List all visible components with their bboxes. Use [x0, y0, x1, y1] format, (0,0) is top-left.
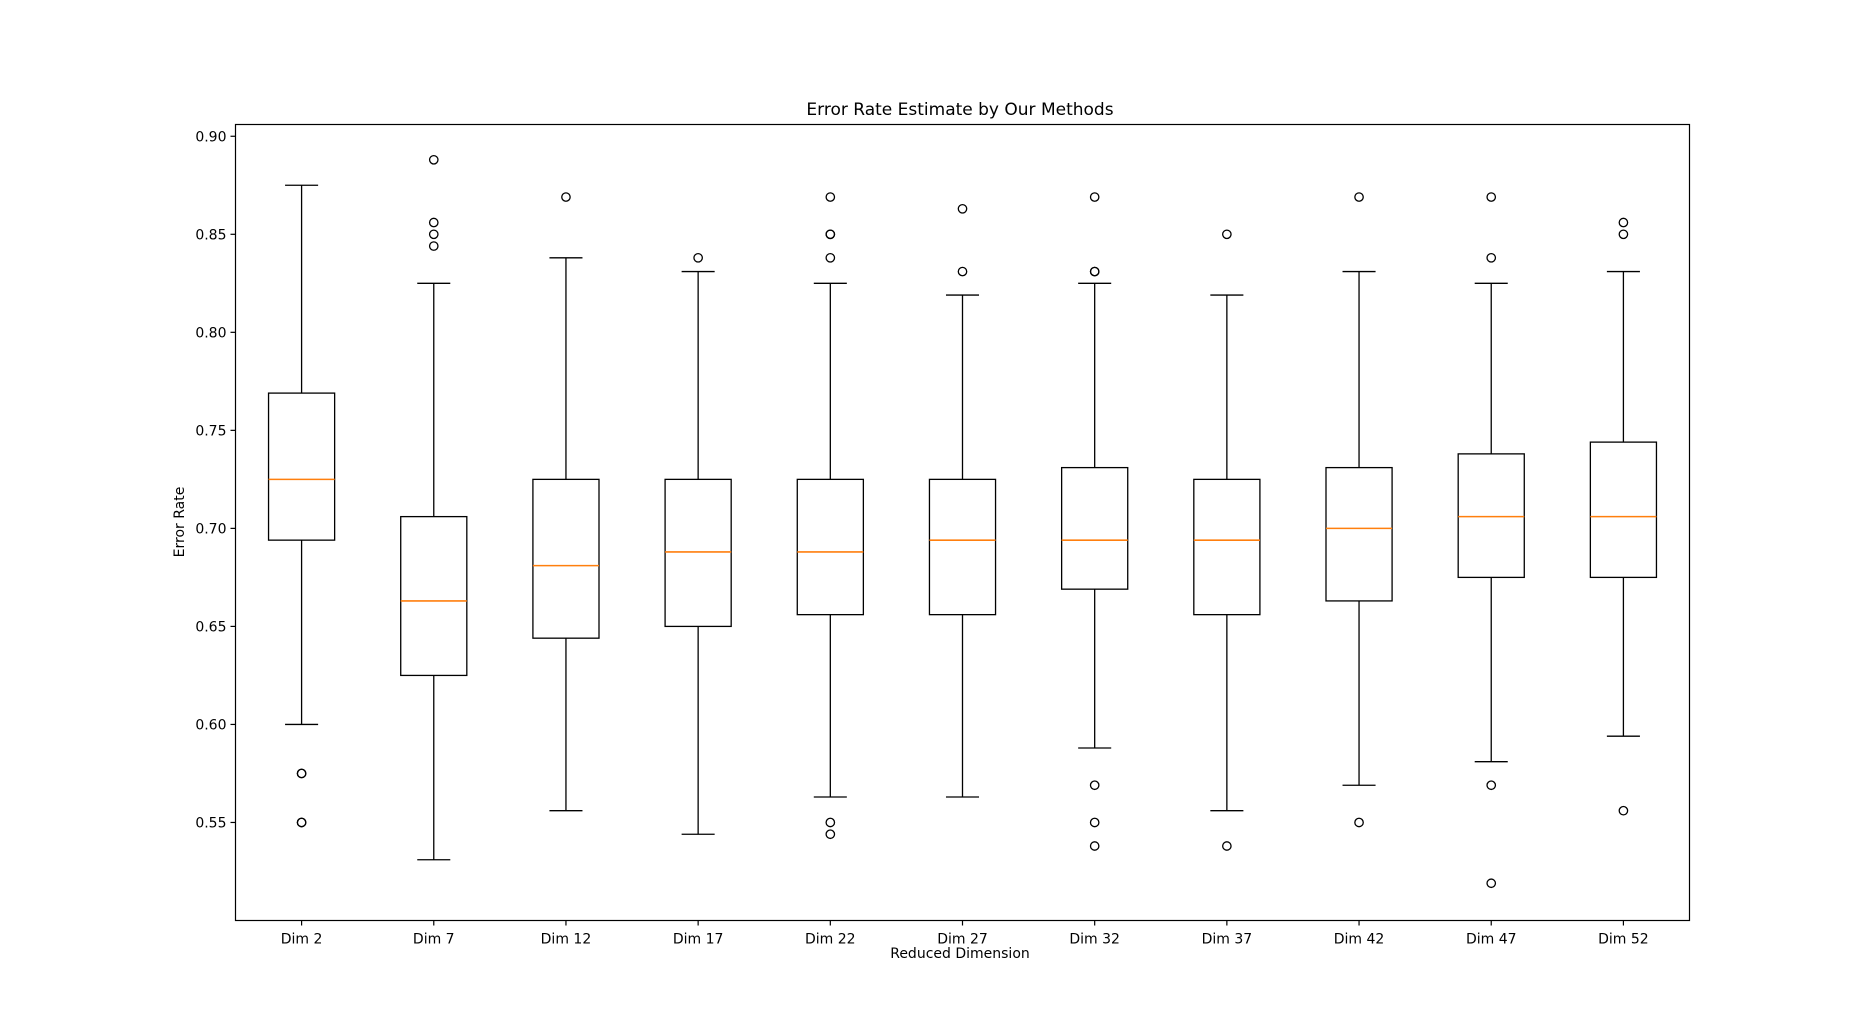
y-tick-label: 0.80 [195, 325, 226, 341]
x-tick-label: Dim 32 [1069, 932, 1120, 948]
outlier-point [1089, 817, 1100, 828]
x-tick-label: Dim 52 [1598, 932, 1649, 948]
iqr-box [664, 478, 732, 628]
box-group-dim-2 [267, 184, 336, 828]
x-axis: Dim 2 Dim 7 Dim 12 Dim 17 Dim 22 Dim 27 Dim 32… [281, 920, 1649, 948]
y-axis-label: Error Rate [172, 487, 188, 558]
y-tick-label: 0.60 [195, 717, 226, 733]
box-group-dim-27 [928, 203, 997, 798]
iqr-box [796, 478, 865, 616]
box-group-dim-42 [1325, 192, 1393, 828]
x-tick-label: Dim 47 [1466, 932, 1517, 948]
outlier-point [1486, 780, 1497, 791]
box-group-dim-12 [532, 192, 600, 812]
outlier-point [1089, 841, 1100, 851]
x-tick-label: Dim 17 [673, 932, 724, 948]
x-tick-label: Dim 7 [413, 932, 455, 948]
y-axis: 0.55 0.60 0.65 0.70 0.75 0.80 0.85 0.90 [195, 129, 236, 831]
iqr-box [1193, 478, 1261, 616]
outlier-point [428, 241, 439, 251]
outlier-point [296, 817, 307, 828]
outlier-point [1222, 841, 1232, 851]
x-tick-label: Dim 42 [1334, 932, 1385, 948]
iqr-box [1589, 441, 1658, 579]
outlier-point [825, 817, 836, 828]
outlier-point [561, 192, 571, 202]
outlier-point [825, 192, 836, 202]
outlier-point [1089, 780, 1100, 791]
outlier-point [1089, 192, 1100, 202]
outlier-point [957, 266, 968, 277]
iqr-box [532, 478, 600, 639]
x-tick-label: Dim 27 [937, 932, 988, 948]
outlier-point [1089, 266, 1100, 277]
outlier-point [1618, 217, 1629, 228]
outlier-point [825, 829, 836, 840]
box-group-dim-52 [1589, 217, 1658, 816]
outlier-point [1354, 192, 1364, 202]
iqr-box [400, 515, 468, 677]
y-tick-label: 0.75 [195, 423, 226, 439]
iqr-box [1060, 466, 1129, 590]
iqr-box [1457, 453, 1525, 579]
box-group-dim-7 [400, 154, 468, 861]
x-tick-label: Dim 22 [805, 932, 856, 948]
outlier-point [1354, 817, 1364, 828]
y-tick-label: 0.65 [195, 619, 226, 635]
outlier-point [1618, 805, 1629, 816]
outlier-point [1222, 229, 1232, 240]
box-group-dim-47 [1457, 192, 1525, 889]
outlier-point [1618, 229, 1629, 240]
outlier-point [428, 217, 439, 228]
y-tick-label: 0.85 [195, 227, 226, 243]
x-tick-label: Dim 12 [541, 932, 592, 948]
box-group-dim-17 [664, 252, 732, 835]
outlier-point [296, 768, 307, 779]
outlier-point [693, 252, 703, 263]
x-tick-label: Dim 37 [1202, 932, 1253, 948]
box-group-dim-32 [1060, 192, 1129, 851]
iqr-box [928, 478, 997, 616]
box-group-dim-22 [796, 192, 865, 840]
iqr-box [1325, 466, 1393, 602]
box-group-dim-37 [1193, 229, 1261, 851]
y-tick-label: 0.70 [195, 521, 226, 537]
outlier-point [428, 229, 439, 240]
outlier-point [825, 229, 836, 240]
outlier-point [1486, 192, 1497, 202]
outlier-point [1486, 878, 1497, 889]
plot-area [267, 154, 1658, 889]
x-axis-label: Reduced Dimension [890, 946, 1030, 962]
iqr-box [267, 392, 336, 541]
y-tick-label: 0.55 [195, 815, 226, 831]
chart-title: Error Rate Estimate by Our Methods [806, 100, 1113, 120]
x-tick-label: Dim 2 [281, 932, 323, 948]
outlier-point [1486, 252, 1497, 263]
outlier-point [428, 154, 439, 165]
outlier-point [825, 252, 836, 263]
outlier-point [957, 203, 968, 214]
y-tick-label: 0.90 [195, 129, 226, 145]
